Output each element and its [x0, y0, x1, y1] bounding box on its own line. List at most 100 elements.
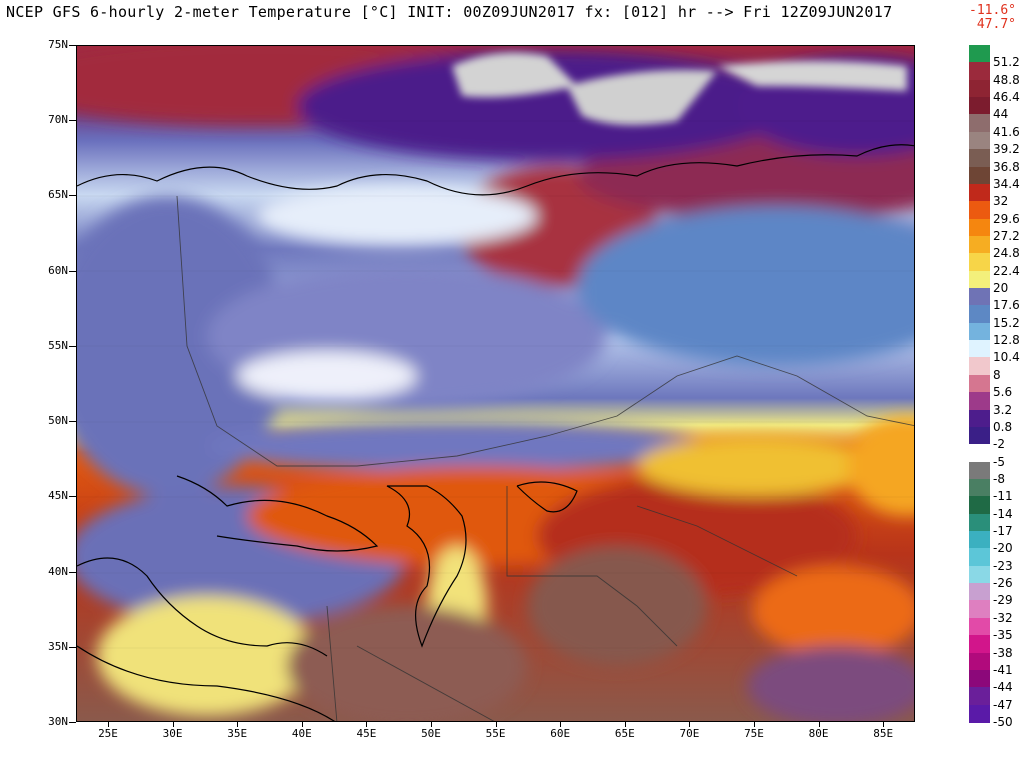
- colorbar-label: 27.2: [993, 228, 1020, 243]
- latitude-label: 75N: [48, 38, 68, 51]
- map-canvas: [77, 46, 914, 721]
- colorbar-segment: [969, 201, 990, 220]
- colorbar-label: -50: [993, 715, 1013, 729]
- colorbar-label: -5: [993, 454, 1005, 469]
- longitude-label: 45E: [356, 727, 377, 740]
- longitude-label: 40E: [291, 727, 312, 740]
- latitude-tick: [69, 496, 76, 498]
- longitude-tick: [237, 722, 239, 727]
- latitude-label: 65N: [48, 188, 68, 202]
- colorbar-segment: [969, 513, 990, 532]
- latitude-tick: [69, 421, 76, 423]
- colorbar-label: -32: [993, 610, 1013, 625]
- longitude-label: 65E: [614, 727, 635, 740]
- colorbar-label: 51.2: [993, 55, 1020, 70]
- colorbar-label: -35: [993, 628, 1013, 643]
- colorbar-segment: [969, 461, 990, 480]
- latitude-label: 50N: [48, 414, 68, 428]
- longitude-tick: [883, 722, 885, 727]
- colorbar-label: 0.8: [993, 419, 1013, 434]
- colorbar-segment: [969, 322, 990, 341]
- colorbar-segment: [969, 600, 990, 619]
- colorbar-segment: [969, 114, 990, 133]
- colorbar-label: 5.6: [993, 385, 1013, 400]
- colorbar-segment: [969, 531, 990, 549]
- longitude-label: 35E: [227, 727, 248, 740]
- graticule: [77, 120, 914, 649]
- latitude-tick: [69, 45, 76, 46]
- colorbar-label: 12.8: [993, 333, 1020, 348]
- colorbar-label: 22.4: [993, 263, 1020, 278]
- longitude-label: 80E: [808, 727, 829, 740]
- longitude-label: 50E: [421, 727, 441, 740]
- longitude-tick: [108, 722, 109, 727]
- colorbar-segment: [969, 374, 990, 393]
- longitude-tick: [172, 722, 174, 727]
- colorbar-label: -20: [993, 541, 1013, 556]
- colorbar-label: -41: [993, 662, 1013, 677]
- colorbar-segment: [969, 617, 990, 636]
- colorbar-segment: [969, 357, 990, 376]
- colorbar-label: 20: [993, 281, 1009, 296]
- latitude-label: 70N: [48, 113, 68, 127]
- longitude-label: 30E: [162, 727, 183, 740]
- latitude-label: 35N: [48, 639, 68, 653]
- colorbar-segment: [969, 340, 990, 359]
- longitude-tick: [301, 722, 303, 727]
- colorbar-segment: [969, 548, 990, 567]
- temperature-map: [76, 45, 915, 722]
- colorbar-segment: [969, 45, 990, 63]
- colorbar-label: -26: [993, 576, 1013, 591]
- longitude-tick: [689, 722, 691, 727]
- colorbar-segment: [969, 62, 990, 81]
- colorbar-segment: [969, 635, 990, 654]
- colorbar-label: -11: [993, 489, 1013, 504]
- colorbar-segment: [969, 79, 990, 98]
- colorbar-segment: [969, 235, 990, 254]
- longitude-tick: [560, 722, 562, 727]
- colorbar-label: 32: [993, 194, 1009, 209]
- colorbar-label: -47: [993, 697, 1013, 712]
- min-max-readout: -11.6° 47.7°: [969, 4, 1016, 32]
- colorbar-label: -17: [993, 524, 1013, 539]
- colorbar-segment: [969, 565, 990, 584]
- min-temperature-label: -11.6°: [969, 3, 1016, 18]
- colorbar-segment: [969, 183, 990, 202]
- colorbar-label: 3.2: [993, 402, 1013, 417]
- longitude-label: 70E: [679, 727, 700, 740]
- longitude-label: 25E: [98, 727, 118, 740]
- longitude-tick: [818, 722, 820, 727]
- latitude-label: 30N: [48, 715, 68, 728]
- colorbar-segment: [969, 426, 990, 445]
- colorbar-segment: [969, 253, 990, 272]
- longitude-tick: [431, 722, 432, 727]
- colorbar-segment: [969, 652, 990, 671]
- longitude-tick: [754, 722, 755, 727]
- colorbar-label: 17.6: [993, 298, 1020, 313]
- colorbar-label: 29.6: [993, 211, 1020, 226]
- colorbar-label: 15.2: [993, 315, 1020, 330]
- ice-areas: [452, 52, 907, 125]
- latitude-label: 60N: [48, 263, 68, 277]
- colorbar-label: 34.4: [993, 176, 1020, 191]
- latitude-tick: [69, 120, 76, 122]
- colorbar-label: 10.4: [993, 350, 1020, 365]
- latitude-label: 40N: [48, 564, 68, 578]
- latitude-tick: [69, 195, 76, 197]
- longitude-tick: [366, 722, 368, 727]
- longitude-tick: [624, 722, 626, 727]
- colorbar-label: -44: [993, 680, 1013, 695]
- longitude-label: 75E: [744, 727, 764, 740]
- colorbar-segment: [969, 305, 990, 324]
- colorbar-label: -14: [993, 506, 1013, 521]
- latitude-tick: [69, 571, 76, 573]
- colorbar-label: -38: [993, 645, 1013, 660]
- colorbar-label: -23: [993, 558, 1013, 573]
- colorbar-segment: [969, 409, 990, 428]
- colorbar-label: 24.8: [993, 246, 1020, 261]
- colorbar-label: -8: [993, 471, 1005, 486]
- temperature-colorbar: [969, 45, 990, 723]
- latitude-label: 45N: [48, 489, 68, 503]
- colorbar-label: 48.8: [993, 72, 1020, 87]
- colorbar-segment: [969, 669, 990, 688]
